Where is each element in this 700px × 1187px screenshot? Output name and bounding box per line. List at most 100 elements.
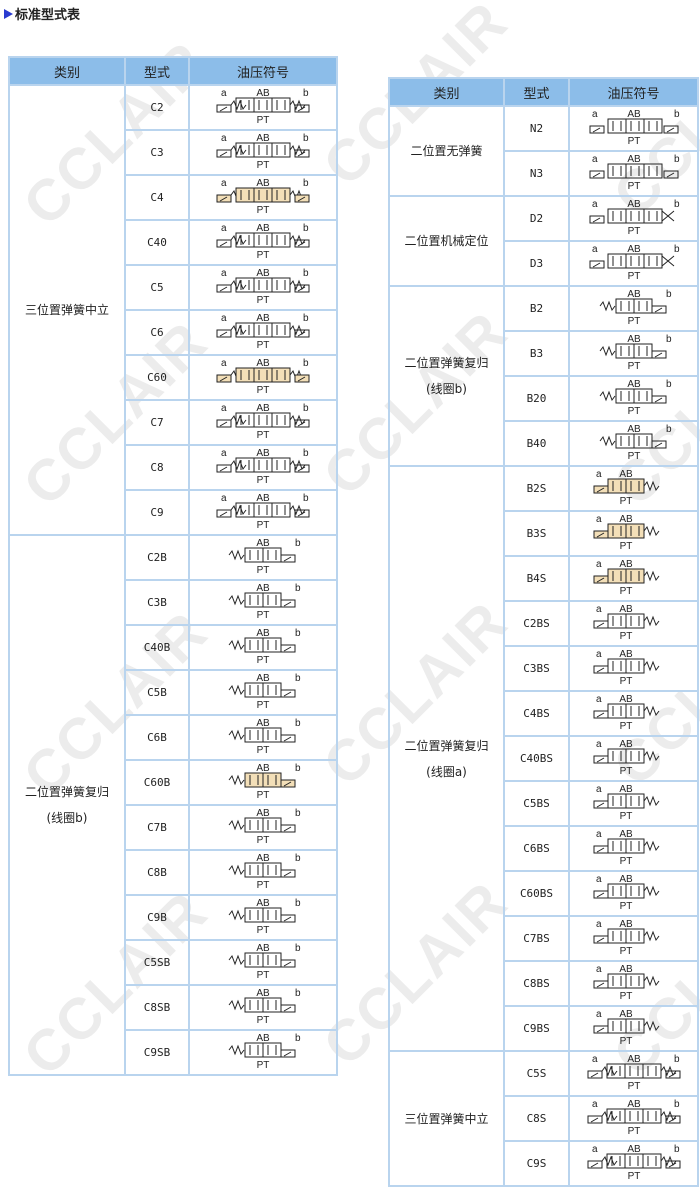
model-cell: C8BS <box>503 960 570 1007</box>
solenoid-label-a: a <box>221 493 227 504</box>
hydraulic-symbol: AB PT b <box>228 628 301 666</box>
table-row: C3B AB PT b <box>9 579 338 626</box>
model-cell: B3 <box>503 330 570 377</box>
table-row: C4 AB PT a b <box>9 174 338 221</box>
hydraulic-symbol: AB PT a <box>593 649 659 687</box>
table-row: 二位置弹簧复归 (线圈b) B2 AB PT b <box>388 285 699 467</box>
symbol-cell: AB PT b <box>188 669 338 716</box>
table-row: C5SB AB PT b <box>9 939 338 986</box>
symbol-cell: AB PT a <box>568 825 699 872</box>
model-cell: C3B <box>124 579 190 626</box>
hydraulic-symbol: AB PT b <box>228 538 301 576</box>
solenoid-label-a: a <box>221 403 227 414</box>
solenoid-label-b: b <box>674 1144 680 1155</box>
header-model: 型式 <box>503 77 570 107</box>
table-row: C7BS AB PT a <box>389 915 699 962</box>
port-label-pt: PT <box>257 790 270 801</box>
solenoid-label-a: a <box>221 88 227 99</box>
table-row: C6BS AB PT a <box>389 825 699 872</box>
hydraulic-symbol: AB PT b <box>228 718 301 756</box>
model-cell: C5BS <box>503 780 570 827</box>
hydraulic-symbol: AB PT a <box>593 694 659 732</box>
symbol-cell: AB PT a b <box>568 105 699 152</box>
table-row: 二位置弹簧复归 (线圈b) C2B AB PT b <box>8 534 338 1076</box>
table-row: C3BS AB PT a <box>389 645 699 692</box>
port-label-ab: AB <box>256 853 270 864</box>
port-label-ab: AB <box>256 808 270 819</box>
solenoid-label-b: b <box>303 223 309 234</box>
solenoid-label-b: b <box>295 943 301 954</box>
table-row: C60 AB PT a b <box>9 354 338 401</box>
hydraulic-symbol: AB PT a b <box>216 493 310 531</box>
table-row: C8B AB PT b <box>9 849 338 896</box>
solenoid-label-a: a <box>596 649 602 660</box>
solenoid-label-b: b <box>674 154 680 165</box>
header-symbol: 油压符号 <box>188 56 338 86</box>
symbol-cell: AB PT a b <box>188 174 338 221</box>
hydraulic-symbol: AB PT a b <box>587 1144 680 1182</box>
symbol-cell: AB PT b <box>188 849 338 896</box>
port-label-pt: PT <box>257 160 270 171</box>
symbol-cell: AB PT a b <box>188 354 338 401</box>
model-cell: C6BS <box>503 825 570 872</box>
hydraulic-symbol: AB PT a <box>593 514 659 552</box>
hydraulic-symbol: AB PT b <box>228 583 301 621</box>
solenoid-label-b: b <box>303 178 309 189</box>
model-cell: C3BS <box>503 645 570 692</box>
table-row: C40B AB PT b <box>9 624 338 671</box>
solenoid-label-b: b <box>295 1033 301 1044</box>
port-label-ab: AB <box>256 538 270 549</box>
solenoid-label-b: b <box>295 898 301 909</box>
model-cell: C2B <box>124 534 190 581</box>
port-label-pt: PT <box>619 721 632 732</box>
table-row: C5 AB PT a b <box>9 264 338 311</box>
category-label: 二位置弹簧复归 <box>24 785 109 799</box>
solenoid-label-a: a <box>592 154 598 165</box>
port-label-ab: AB <box>256 88 270 99</box>
symbol-cell: AB PT a <box>568 735 699 782</box>
hydraulic-symbol: AB PT a b <box>216 133 310 171</box>
hydraulic-symbol: AB PT a <box>593 1009 659 1047</box>
port-label-ab: AB <box>619 604 633 615</box>
table-row: B4S AB PT a <box>389 555 699 602</box>
solenoid-label-a: a <box>221 178 227 189</box>
table-row: B3S AB PT a <box>389 510 699 557</box>
solenoid-label-a: a <box>596 514 602 525</box>
symbol-cell: AB PT b <box>568 285 699 332</box>
table-row: 三位置弹簧中立 C2 AB PT a b <box>8 84 338 536</box>
port-label-ab: AB <box>256 403 270 414</box>
port-label-pt: PT <box>619 586 632 597</box>
hydraulic-symbol: AB PT a b <box>589 109 680 147</box>
hydraulic-symbol: AB PT b <box>599 289 672 327</box>
model-cell: C40BS <box>503 735 570 782</box>
port-label-pt: PT <box>619 496 632 507</box>
table-row: C3 AB PT a b <box>9 129 338 176</box>
header-symbol: 油压符号 <box>568 77 699 107</box>
solenoid-label-b: b <box>674 1054 680 1065</box>
solenoid-label-b: b <box>303 133 309 144</box>
symbol-cell: AB PT a <box>568 510 699 557</box>
solenoid-label-b: b <box>295 673 301 684</box>
model-cell: C5S <box>503 1050 570 1097</box>
port-label-ab: AB <box>619 964 633 975</box>
table-row: 二位置机械定位 D2 AB PT a b <box>388 195 699 287</box>
solenoid-label-b: b <box>303 403 309 414</box>
port-label-pt: PT <box>257 745 270 756</box>
solenoid-label-b: b <box>295 628 301 639</box>
model-cell: C2BS <box>503 600 570 647</box>
port-label-pt: PT <box>619 991 632 1002</box>
category-sublabel: (线圈b) <box>426 382 467 396</box>
port-label-pt: PT <box>257 520 270 531</box>
table-row: D3 AB PT a b <box>389 240 699 287</box>
solenoid-label-a: a <box>596 559 602 570</box>
port-label-pt: PT <box>627 226 640 237</box>
table-row: C5BS AB PT a <box>389 780 699 827</box>
symbol-cell: AB PT a <box>568 555 699 602</box>
port-label-pt: PT <box>257 610 270 621</box>
port-label-pt: PT <box>619 946 632 957</box>
category-cell: 二位置无弹簧 <box>388 105 505 197</box>
solenoid-label-a: a <box>596 829 602 840</box>
solenoid-label-b: b <box>303 358 309 369</box>
port-label-pt: PT <box>257 1060 270 1071</box>
category-cell: 三位置弹簧中立 <box>388 1050 505 1187</box>
